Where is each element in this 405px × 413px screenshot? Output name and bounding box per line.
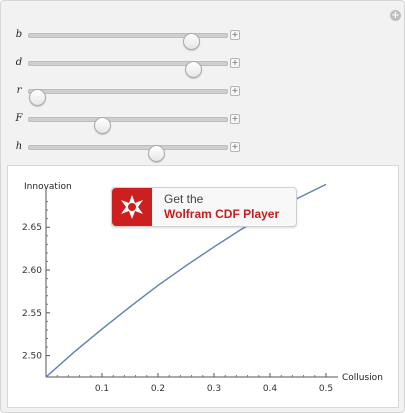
slider-thumb-r[interactable] xyxy=(28,89,46,106)
wolfram-spikey-icon xyxy=(112,188,152,226)
slider-track-F[interactable] xyxy=(28,117,228,134)
slider-expand-plus-icon[interactable]: + xyxy=(230,114,240,124)
x-tick-label: 0.5 xyxy=(319,384,333,394)
options-plus-icon[interactable]: + xyxy=(390,10,401,21)
y-tick-label: 2.50 xyxy=(22,352,42,362)
x-tick-label: 0.2 xyxy=(151,384,165,394)
slider-label-r: r xyxy=(16,85,22,96)
slider-thumb-h[interactable] xyxy=(147,145,165,162)
slider-thumb-b[interactable] xyxy=(183,33,201,50)
slider-b: b + xyxy=(1,27,261,50)
slider-track-d[interactable] xyxy=(28,61,228,78)
slider-label-h: h xyxy=(15,141,23,152)
cdf-line1: Get the xyxy=(164,192,204,206)
x-tick-label: 0.3 xyxy=(207,384,221,394)
slider-track-r[interactable] xyxy=(28,89,228,106)
slider-expand-plus-icon[interactable]: + xyxy=(230,86,240,96)
y-tick-label: 2.65 xyxy=(22,223,42,233)
slider-expand-plus-icon[interactable]: + xyxy=(230,142,240,152)
cdf-player-button[interactable]: Get the Wolfram CDF Player xyxy=(111,187,297,227)
slider-F: F + xyxy=(1,111,261,134)
y-axis-label: Innovation xyxy=(24,182,72,192)
x-tick-label: 0.4 xyxy=(263,384,278,394)
slider-label-b: b xyxy=(15,29,23,40)
slider-r: r + xyxy=(1,83,261,106)
x-axis-label: Collusion xyxy=(342,373,383,383)
slider-expand-plus-icon[interactable]: + xyxy=(230,58,240,68)
y-tick-label: 2.60 xyxy=(22,266,42,276)
slider-thumb-d[interactable] xyxy=(185,61,203,78)
slider-track-b[interactable] xyxy=(28,33,228,50)
slider-label-F: F xyxy=(15,113,23,124)
slider-track-h[interactable] xyxy=(28,145,228,162)
slider-d: d + xyxy=(1,55,261,78)
cdf-line2: Wolfram CDF Player xyxy=(164,207,280,221)
slider-thumb-F[interactable] xyxy=(94,117,112,134)
slider-h: h + xyxy=(1,139,261,162)
x-tick-label: 0.1 xyxy=(95,384,109,394)
slider-label-d: d xyxy=(15,57,23,68)
slider-expand-plus-icon[interactable]: + xyxy=(230,30,240,40)
y-tick-label: 2.55 xyxy=(22,309,42,319)
